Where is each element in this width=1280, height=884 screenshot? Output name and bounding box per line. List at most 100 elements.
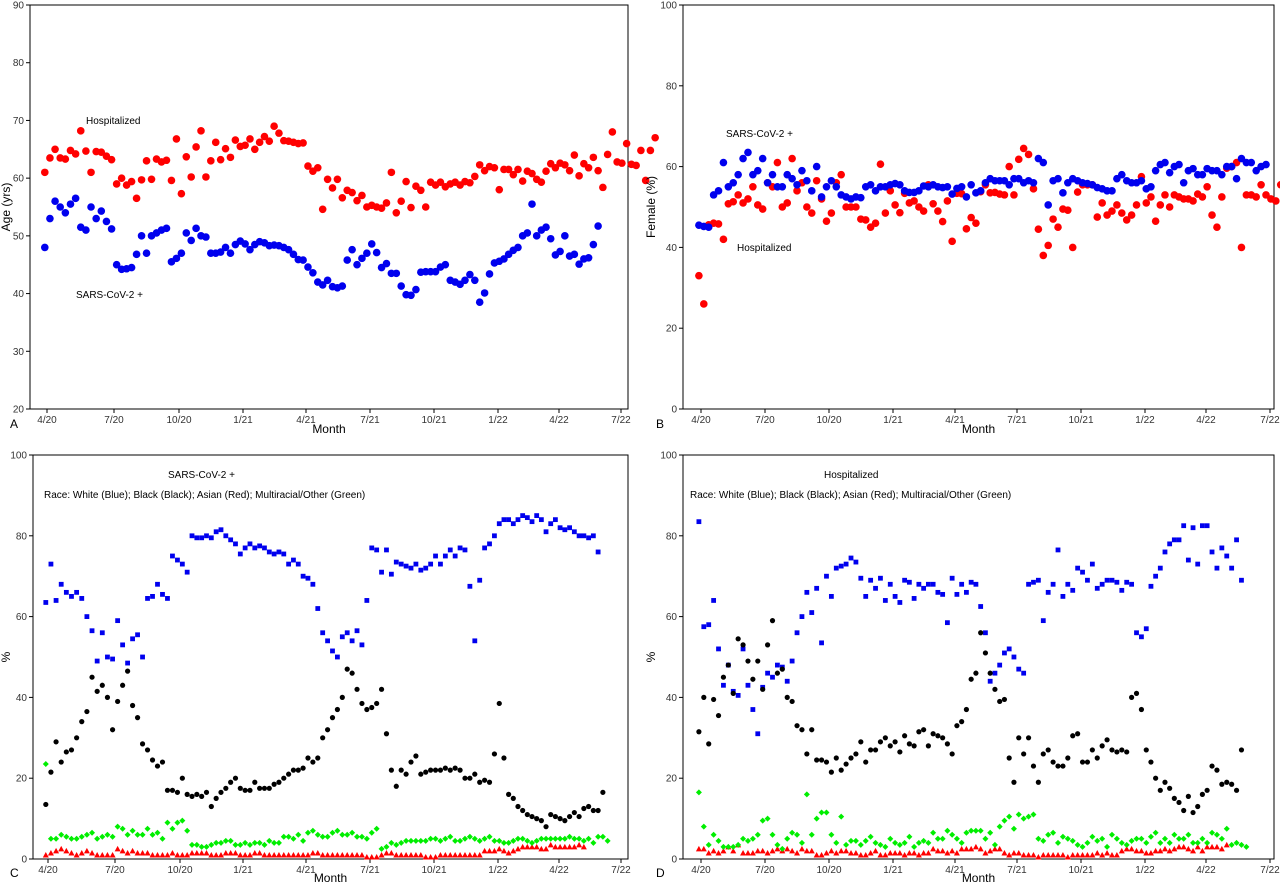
data-point (1084, 851, 1091, 858)
data-point (1108, 187, 1116, 195)
data-point (198, 843, 205, 850)
data-point (496, 521, 502, 527)
data-point (1199, 791, 1205, 797)
data-point (496, 700, 502, 707)
data-point (124, 849, 131, 856)
data-point (595, 833, 602, 840)
data-point (242, 787, 248, 793)
data-point (461, 835, 468, 842)
data-point (1243, 843, 1250, 850)
data-point (1021, 670, 1027, 676)
data-point (427, 835, 434, 842)
data-point (1185, 831, 1192, 838)
data-point (603, 150, 612, 159)
data-point (216, 155, 225, 164)
data-point (174, 789, 181, 795)
data-point (1257, 180, 1265, 189)
data-point (711, 598, 717, 603)
data-point (935, 733, 941, 739)
data-point (721, 682, 726, 688)
data-point (529, 843, 536, 850)
data-point (561, 232, 569, 240)
data-point (701, 694, 707, 701)
data-point (369, 545, 375, 551)
data-point (257, 543, 263, 549)
data-point (246, 135, 254, 143)
data-point (1080, 569, 1085, 575)
data-point (500, 847, 507, 854)
data-point (764, 849, 771, 856)
data-point (290, 851, 297, 858)
data-point (1099, 581, 1105, 587)
data-point (518, 177, 527, 185)
data-point (213, 529, 219, 535)
data-point (271, 839, 278, 846)
data-point (480, 289, 489, 297)
data-point (418, 771, 424, 777)
data-point (1000, 191, 1009, 199)
data-point (543, 845, 550, 852)
data-point (1025, 813, 1032, 820)
data-point (203, 849, 210, 856)
data-point (61, 208, 70, 217)
data-point (586, 535, 592, 541)
data-point (187, 236, 195, 245)
data-point (492, 533, 497, 539)
data-point (818, 757, 825, 763)
data-point (154, 851, 161, 858)
data-point (164, 851, 171, 858)
data-point (896, 180, 904, 189)
data-point (1055, 839, 1062, 846)
data-point (242, 851, 249, 858)
data-point (848, 849, 855, 856)
data-point (584, 163, 593, 172)
data-point (1224, 553, 1230, 559)
data-point (1054, 223, 1062, 231)
data-point (1181, 523, 1187, 529)
data-point (930, 731, 936, 737)
data-point (1161, 835, 1168, 842)
data-point (79, 596, 85, 601)
data-point (412, 837, 419, 844)
data-point (863, 594, 869, 599)
data-point (749, 835, 756, 842)
data-point (1147, 193, 1155, 201)
y-tick-label: 30 (13, 347, 25, 358)
data-point (232, 775, 239, 781)
data-point (491, 751, 498, 757)
data-point (1199, 523, 1205, 529)
data-point (881, 209, 890, 217)
data-point (313, 163, 322, 172)
data-point (310, 581, 316, 587)
data-point (193, 849, 200, 856)
data-point (837, 170, 845, 179)
data-point (779, 666, 785, 672)
data-point (822, 217, 831, 225)
data-point (83, 831, 90, 838)
data-point (300, 851, 307, 858)
data-point (618, 159, 626, 167)
data-point (329, 715, 336, 721)
data-point (105, 654, 110, 660)
data-point (1165, 168, 1174, 177)
data-point (1040, 618, 1046, 624)
data-point (524, 837, 531, 844)
data-point (858, 739, 864, 745)
data-point (920, 849, 927, 856)
data-point (695, 789, 702, 796)
data-point (725, 662, 731, 668)
data-point (466, 833, 473, 840)
data-point (378, 845, 385, 852)
data-point (144, 849, 151, 856)
data-point (82, 147, 90, 155)
data-point (119, 847, 126, 854)
data-point (309, 268, 317, 277)
data-point (1094, 755, 1100, 761)
data-point (117, 174, 126, 182)
data-point (417, 851, 424, 858)
data-point (725, 843, 732, 850)
data-point (42, 761, 49, 768)
data-point (107, 155, 116, 164)
data-point (949, 575, 955, 581)
data-point (561, 843, 568, 850)
